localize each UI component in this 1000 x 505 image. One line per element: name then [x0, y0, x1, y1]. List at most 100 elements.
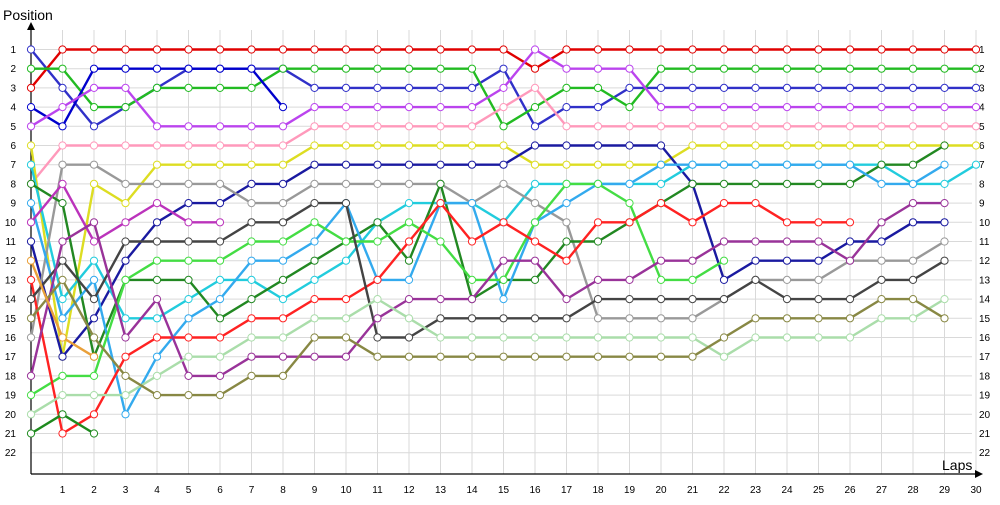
data-point: [530, 256, 540, 265]
data-point: [278, 371, 288, 380]
data-point: [719, 352, 729, 361]
data-point: [373, 122, 382, 131]
data-point: [814, 45, 823, 54]
data-point: [845, 218, 855, 227]
data-point: [121, 103, 130, 112]
data-point: [940, 64, 949, 73]
y-tick-label-left: 12: [5, 256, 17, 267]
data-point: [814, 275, 823, 284]
data-point: [940, 179, 949, 188]
data-point: [877, 103, 886, 112]
data-point: [278, 256, 288, 265]
data-point: [152, 391, 162, 400]
data-point: [467, 295, 477, 304]
data-point: [215, 141, 225, 150]
data-point: [310, 295, 319, 304]
x-tick-label: 7: [249, 485, 255, 496]
data-point: [908, 275, 918, 284]
data-point: [215, 352, 225, 361]
data-point: [121, 64, 130, 73]
data-point: [373, 333, 382, 342]
data-point: [908, 160, 918, 169]
data-point: [562, 352, 571, 361]
data-point: [625, 218, 634, 227]
y-tick-label-left: 7: [10, 160, 16, 171]
data-point: [940, 314, 949, 323]
x-tick-label: 14: [466, 485, 478, 496]
data-point: [89, 45, 99, 54]
y-tick-label-right: 21: [979, 429, 991, 440]
data-point: [530, 45, 540, 54]
data-point: [310, 218, 319, 227]
data-point: [436, 83, 445, 93]
series: [26, 45, 981, 438]
data-point: [436, 295, 445, 304]
data-point: [247, 218, 256, 227]
data-point: [215, 45, 225, 54]
series-line: [29, 201, 946, 378]
data-point: [530, 64, 540, 73]
data-point: [184, 45, 193, 54]
y-tick-label-right: 11: [979, 237, 990, 248]
x-tick-label: 29: [939, 485, 951, 496]
data-point: [877, 160, 886, 169]
data-point: [215, 333, 225, 342]
data-point: [688, 314, 697, 323]
data-point: [467, 237, 477, 246]
data-point: [782, 314, 792, 323]
data-point: [782, 295, 792, 304]
y-tick-label-left: 16: [5, 333, 17, 344]
data-point: [341, 83, 351, 93]
data-point: [436, 103, 445, 112]
series-21: [26, 256, 99, 361]
data-point: [278, 45, 288, 54]
data-point: [152, 64, 162, 73]
data-point: [58, 122, 67, 131]
data-point: [845, 295, 855, 304]
data-point: [467, 275, 477, 284]
data-point: [625, 160, 634, 169]
data-point: [436, 352, 445, 361]
data-point: [152, 314, 162, 323]
data-point: [247, 333, 256, 342]
data-point: [751, 64, 760, 73]
data-point: [121, 179, 130, 188]
data-point: [530, 179, 540, 188]
data-point: [688, 218, 697, 227]
data-point: [436, 199, 445, 208]
data-point: [467, 160, 477, 169]
data-point: [877, 179, 886, 188]
data-point: [26, 371, 36, 380]
data-point: [530, 314, 540, 323]
data-point: [625, 122, 634, 131]
data-point: [121, 410, 130, 419]
data-point: [278, 103, 288, 112]
data-point: [247, 45, 256, 54]
data-point: [751, 275, 760, 284]
data-point: [499, 83, 508, 93]
data-point: [593, 333, 603, 342]
x-tick-label: 25: [813, 485, 825, 496]
data-point: [751, 83, 760, 93]
data-point: [26, 64, 36, 73]
data-point: [89, 141, 99, 150]
data-point: [782, 218, 792, 227]
data-point: [247, 199, 256, 208]
y-tick-label-right: 1: [979, 45, 985, 56]
data-point: [436, 122, 445, 131]
data-point: [310, 237, 319, 246]
data-point: [247, 256, 256, 265]
data-point: [404, 199, 414, 208]
data-point: [782, 83, 792, 93]
data-point: [310, 275, 319, 284]
data-point: [58, 141, 67, 150]
series-line: [29, 278, 946, 397]
data-point: [152, 218, 162, 227]
data-point: [562, 295, 571, 304]
data-point: [593, 160, 603, 169]
data-point: [530, 122, 540, 131]
y-tick-label-left: 5: [10, 122, 16, 133]
data-point: [184, 314, 193, 323]
data-point: [562, 122, 571, 131]
y-tick-label-right: 3: [979, 83, 985, 94]
